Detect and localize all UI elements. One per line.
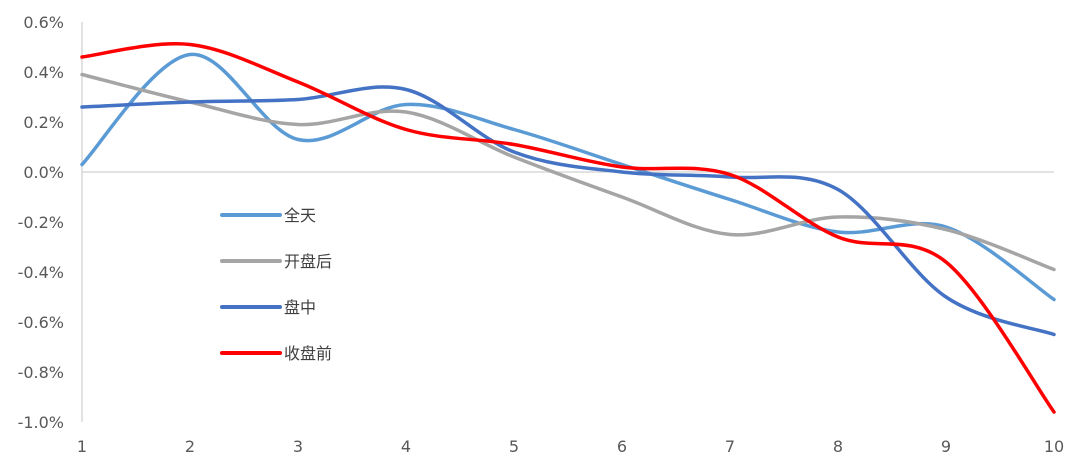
x-tick-label: 5 — [509, 437, 519, 456]
x-tick-label: 7 — [725, 437, 735, 456]
x-tick-label: 4 — [401, 437, 411, 456]
y-tick-label: -1.0% — [18, 413, 64, 432]
y-tick-label: -0.2% — [18, 213, 64, 232]
y-tick-label: 0.0% — [23, 163, 64, 182]
series-line-1 — [80, 52, 1056, 302]
legend-label: 盘中 — [284, 298, 316, 317]
series-line-3 — [80, 85, 1056, 337]
legend-label: 开盘后 — [284, 252, 332, 271]
series-line-2 — [80, 72, 1056, 272]
y-tick-label: -0.8% — [18, 363, 64, 382]
legend-label: 收盘前 — [284, 344, 332, 363]
series-line-4 — [80, 42, 1056, 414]
x-tick-label: 9 — [941, 437, 951, 456]
x-tick-label: 1 — [77, 437, 87, 456]
x-tick-label: 10 — [1044, 437, 1064, 456]
y-tick-label: 0.4% — [23, 63, 64, 82]
x-tick-label: 6 — [617, 437, 627, 456]
axes: 0.6% 0.4% 0.2% 0.0% -0.2% -0.4% -0.6% -0.8% -1.0… — [18, 13, 1065, 456]
legend-label: 全天 — [284, 206, 316, 225]
series-lines — [80, 42, 1056, 414]
y-tick-label: 0.2% — [23, 113, 64, 132]
x-tick-label: 3 — [293, 437, 303, 456]
y-tick-label: 0.6% — [23, 13, 64, 32]
y-tick-label: -0.6% — [18, 313, 64, 332]
x-tick-label: 8 — [833, 437, 843, 456]
y-tick-label: -0.4% — [18, 263, 64, 282]
x-tick-label: 2 — [185, 437, 195, 456]
